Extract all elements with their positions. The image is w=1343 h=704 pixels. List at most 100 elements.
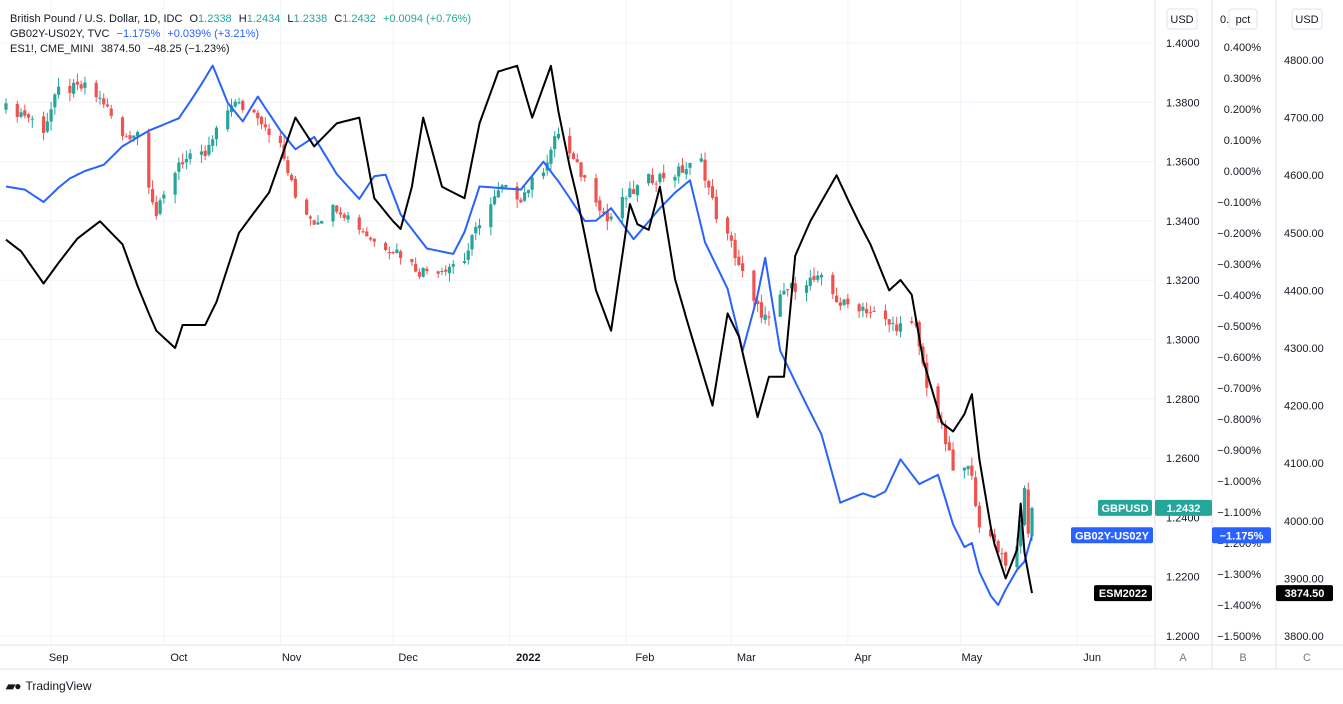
- candle[interactable]: [816, 270, 820, 283]
- legend-row-spread[interactable]: GB02Y-US02Y, TVC −1.175% +0.039% (+3.21%…: [10, 27, 475, 42]
- candles-gbpusd[interactable]: [4, 73, 1034, 572]
- candle[interactable]: [316, 215, 320, 226]
- candle[interactable]: [654, 180, 658, 192]
- candle[interactable]: [4, 98, 8, 114]
- candle[interactable]: [357, 214, 361, 235]
- candle[interactable]: [233, 99, 237, 108]
- candle[interactable]: [308, 214, 313, 226]
- candle[interactable]: [1004, 551, 1008, 572]
- line-es1[interactable]: [5, 64, 1033, 594]
- candle[interactable]: [226, 104, 230, 132]
- candle[interactable]: [620, 188, 624, 226]
- candle[interactable]: [252, 108, 256, 114]
- candle[interactable]: [515, 182, 519, 208]
- candle[interactable]: [846, 293, 850, 309]
- candle[interactable]: [41, 111, 46, 141]
- candle[interactable]: [177, 157, 181, 181]
- candle[interactable]: [996, 539, 1000, 554]
- line-gb02y-us02y[interactable]: [5, 64, 1033, 606]
- candle[interactable]: [782, 282, 786, 296]
- candle[interactable]: [571, 151, 576, 160]
- candle[interactable]: [19, 108, 23, 119]
- candle[interactable]: [492, 189, 497, 206]
- candle[interactable]: [496, 182, 500, 198]
- candle[interactable]: [214, 125, 219, 147]
- candle[interactable]: [162, 190, 166, 204]
- candle[interactable]: [256, 110, 260, 126]
- candle[interactable]: [1026, 482, 1030, 538]
- candle[interactable]: [15, 100, 19, 123]
- candle[interactable]: [553, 131, 557, 158]
- candle[interactable]: [331, 204, 335, 227]
- candle[interactable]: [677, 162, 681, 184]
- unit-usd-c-box[interactable]: [1291, 8, 1323, 30]
- candle[interactable]: [286, 155, 290, 176]
- candle[interactable]: [1019, 519, 1023, 554]
- candle[interactable]: [804, 280, 809, 302]
- unit-pct-b[interactable]: pct: [1228, 8, 1258, 30]
- candle[interactable]: [259, 115, 264, 130]
- candle[interactable]: [966, 465, 970, 476]
- candle[interactable]: [605, 203, 609, 231]
- tag-gbpusd-value[interactable]: 1.2432: [1155, 499, 1212, 516]
- candle[interactable]: [842, 298, 846, 307]
- candle[interactable]: [53, 92, 57, 115]
- tag-spread-value[interactable]: −1.175%: [1212, 527, 1271, 544]
- candle[interactable]: [1000, 548, 1004, 563]
- candle[interactable]: [583, 174, 587, 182]
- candle[interactable]: [947, 436, 951, 451]
- candle[interactable]: [147, 128, 151, 195]
- legend-row-gbpusd[interactable]: British Pound / U.S. Dollar, 1D, IDC O1.…: [10, 12, 475, 27]
- candle[interactable]: [549, 146, 553, 171]
- candle[interactable]: [624, 195, 628, 208]
- candle[interactable]: [688, 162, 692, 176]
- candle[interactable]: [124, 133, 128, 138]
- candle[interactable]: [83, 76, 87, 95]
- candle[interactable]: [523, 184, 527, 203]
- candle[interactable]: [786, 288, 790, 297]
- candle[interactable]: [120, 116, 125, 141]
- candle[interactable]: [263, 117, 267, 131]
- candle[interactable]: [444, 265, 448, 276]
- candle[interactable]: [241, 99, 245, 113]
- candle[interactable]: [346, 211, 350, 223]
- candle[interactable]: [278, 132, 282, 148]
- candle[interactable]: [684, 162, 688, 180]
- candle[interactable]: [530, 175, 534, 198]
- candle[interactable]: [105, 98, 110, 108]
- candle[interactable]: [741, 255, 745, 278]
- candle[interactable]: [372, 238, 376, 247]
- candle[interactable]: [391, 250, 395, 255]
- candle[interactable]: [466, 243, 470, 265]
- candle[interactable]: [150, 180, 155, 205]
- candle[interactable]: [673, 174, 677, 188]
- candle[interactable]: [891, 316, 895, 332]
- candle[interactable]: [436, 270, 440, 279]
- tradingview-logo[interactable]: ▰● TradingView: [6, 679, 92, 693]
- candle[interactable]: [173, 171, 177, 204]
- candle[interactable]: [338, 207, 343, 218]
- candle[interactable]: [361, 228, 365, 234]
- candle[interactable]: [477, 218, 482, 236]
- candle[interactable]: [94, 79, 98, 103]
- candle[interactable]: [181, 153, 185, 169]
- candle[interactable]: [188, 149, 192, 165]
- candle[interactable]: [365, 226, 369, 237]
- candle[interactable]: [962, 467, 966, 479]
- candle[interactable]: [680, 157, 685, 173]
- candle[interactable]: [417, 268, 422, 280]
- candle[interactable]: [650, 168, 655, 186]
- candle[interactable]: [556, 127, 561, 141]
- candle[interactable]: [872, 306, 876, 313]
- candle[interactable]: [970, 457, 974, 480]
- candle[interactable]: [290, 172, 294, 182]
- candle[interactable]: [974, 470, 978, 508]
- candle[interactable]: [812, 267, 816, 283]
- candle[interactable]: [211, 135, 215, 153]
- candle[interactable]: [305, 198, 309, 216]
- candle[interactable]: [320, 220, 324, 225]
- candle[interactable]: [819, 272, 824, 286]
- candle[interactable]: [703, 152, 707, 188]
- tag-gbpusd-name[interactable]: GBPUSD: [1098, 499, 1152, 516]
